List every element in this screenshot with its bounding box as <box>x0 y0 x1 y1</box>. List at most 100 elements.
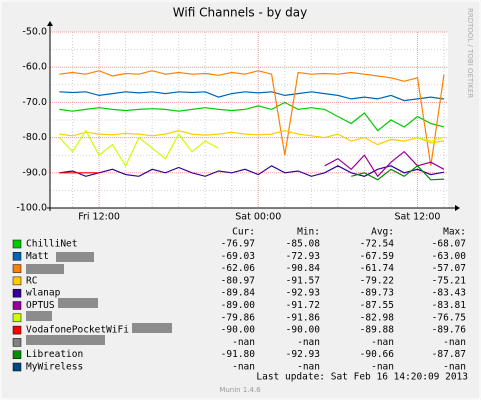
lines <box>58 70 445 181</box>
legend-stat: -90.00 <box>221 325 256 336</box>
y-axis-arrow <box>47 21 53 26</box>
x-axis-arrow <box>455 205 460 211</box>
legend-stat: -90.00 <box>286 325 321 336</box>
legend-stat: -61.74 <box>360 263 395 274</box>
legend-stat: -nan <box>232 362 255 373</box>
legend-stat: -nan <box>443 337 466 348</box>
axes <box>47 21 460 211</box>
legend-stat: -87.87 <box>432 349 466 360</box>
legend-header: Avg: <box>371 227 394 238</box>
legend-stat: -91.86 <box>286 312 321 323</box>
redaction <box>132 323 172 333</box>
legend-stat: -69.03 <box>221 251 255 262</box>
legend-label: VodafonePocketWiFi <box>26 325 129 336</box>
legend-stat: -79.22 <box>360 275 394 286</box>
legend-stat: -87.55 <box>360 300 394 311</box>
legend-swatch <box>12 288 22 298</box>
legend-stat: -nan <box>297 337 320 348</box>
watermark: RRDTOOL / TOBI OETIKER <box>466 8 474 98</box>
legend-swatch <box>12 338 22 347</box>
legend-label: Libreation <box>26 349 83 360</box>
series-line <box>59 165 445 177</box>
legend-stat: -nan <box>443 362 466 373</box>
legend-stat: -89.84 <box>221 288 256 299</box>
redaction <box>58 298 98 308</box>
legend-label: Matt <box>26 251 49 262</box>
legend-stat: -89.76 <box>432 325 467 336</box>
legend-header: Min: <box>297 227 320 238</box>
series-line <box>324 150 445 178</box>
legend-stat: -90.84 <box>286 263 321 274</box>
legend-label: OPTUS <box>26 300 55 311</box>
legend-stat: -92.93 <box>286 349 320 360</box>
legend-label: wlanap <box>26 288 61 299</box>
legend-stat: -90.66 <box>360 349 395 360</box>
legend-swatch <box>12 362 22 372</box>
series-line <box>59 91 445 102</box>
legend-swatch <box>12 325 22 335</box>
legend-stat: -68.07 <box>432 239 466 250</box>
legend-label: MyWireless <box>26 362 83 373</box>
legend-stat: -nan <box>232 337 255 348</box>
legend-swatch <box>12 264 22 273</box>
y-tick-label: -100.0 <box>16 203 47 214</box>
legend-stat: -62.06 <box>221 263 256 274</box>
legend-stat: -72.93 <box>286 251 320 262</box>
legend-swatch <box>12 301 22 310</box>
legend-label: ChilliNet <box>26 239 77 250</box>
redaction <box>26 264 64 274</box>
y-tick-label: -50.0 <box>22 27 47 38</box>
legend-stat: -83.43 <box>432 288 466 299</box>
legend-stat: -85.08 <box>286 239 321 250</box>
legend-header: Max: <box>443 227 466 238</box>
version: Munin 1.4.6 <box>219 386 261 394</box>
legend-stat: -91.80 <box>221 349 256 360</box>
legend-stat: -89.73 <box>360 288 394 299</box>
chart-title: Wifi Channels - by day <box>173 6 307 20</box>
legend-stat: -67.59 <box>360 251 395 262</box>
x-tick-label: Fri 12:00 <box>78 212 120 223</box>
legend-stat: -89.00 <box>221 300 256 311</box>
series-line <box>59 70 445 166</box>
legend-stat: -79.86 <box>221 312 256 323</box>
legend: Cur: Min: Avg: Max:ChilliNet -76.97 -85.08 -72… <box>12 227 467 373</box>
legend-stat: -nan <box>297 362 320 373</box>
legend-swatch <box>12 276 22 286</box>
legend-stat: -57.07 <box>432 263 466 274</box>
legend-stat: -72.54 <box>360 239 395 250</box>
redaction <box>26 335 105 345</box>
legend-stat: -75.21 <box>432 275 467 286</box>
legend-stat: -nan <box>371 337 394 348</box>
legend-stat: -91.57 <box>286 275 320 286</box>
legend-stat: -nan <box>371 362 394 373</box>
legend-stat: -80.97 <box>221 275 255 286</box>
legend-stat: -91.72 <box>286 300 320 311</box>
legend-stat: -63.00 <box>432 251 467 262</box>
legend-stat: -82.98 <box>360 312 395 323</box>
legend-header: Cur: <box>232 227 255 238</box>
legend-swatch <box>12 313 22 323</box>
legend-stat: -83.81 <box>432 300 467 311</box>
series-line <box>59 101 445 132</box>
x-tick-label: Sat 00:00 <box>235 212 281 223</box>
legend-label: RC <box>26 275 37 286</box>
series-line <box>351 164 445 181</box>
redaction <box>56 252 94 262</box>
legend-swatch <box>12 239 22 249</box>
legend-stat: -76.75 <box>432 312 466 323</box>
legend-swatch <box>12 252 22 261</box>
redaction <box>26 311 52 321</box>
legend-stat: -89.88 <box>360 325 395 336</box>
y-tick-label: -80.0 <box>22 132 47 143</box>
y-tick-label: -60.0 <box>22 62 47 73</box>
grid <box>50 31 448 209</box>
legend-stat: -92.93 <box>286 288 320 299</box>
series-line <box>59 129 445 146</box>
x-tick-label: Sat 12:00 <box>394 212 440 223</box>
y-tick-label: -70.0 <box>22 97 47 108</box>
legend-swatch <box>12 350 22 359</box>
y-tick-label: -90.0 <box>22 167 47 178</box>
series-line <box>58 129 445 168</box>
